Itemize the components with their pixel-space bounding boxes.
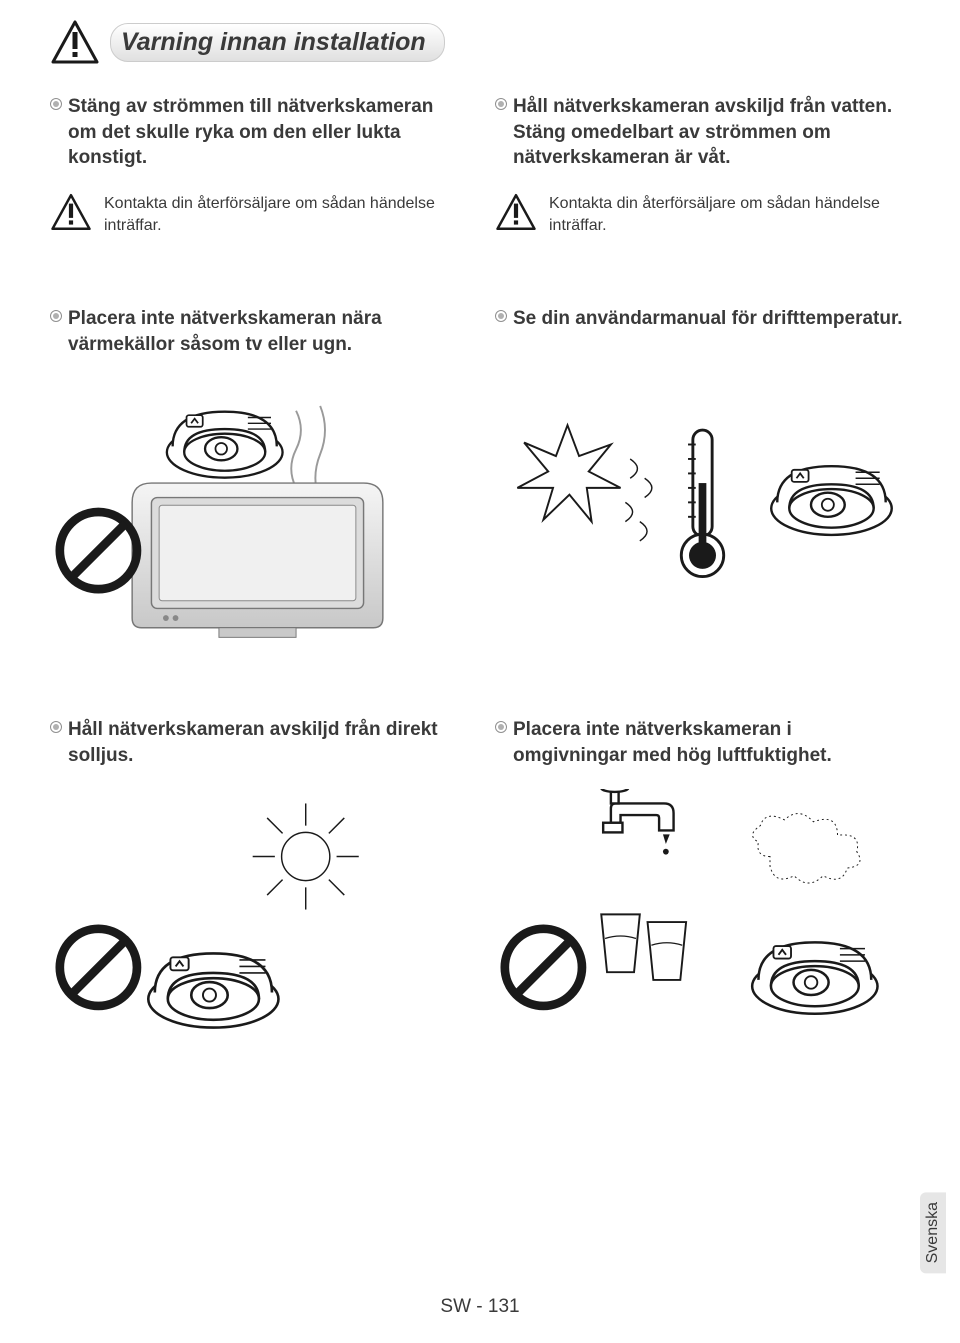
- note-text: Kontakta din återförsäljare om sådan hän…: [549, 193, 910, 236]
- warn-text: Se din användarmanual för drifttemperatu…: [513, 306, 903, 332]
- warn-item-water: Håll nätverkskameran avskiljd från vatte…: [495, 94, 910, 171]
- page-title: Varning innan installation: [110, 23, 445, 62]
- bullet-icon: [495, 98, 507, 110]
- contact-note-right: Kontakta din återförsäljare om sådan hän…: [495, 193, 910, 236]
- warning-block-heat: Placera inte nätverkskameran nära värmek…: [50, 306, 910, 647]
- illustration-tv-heat: [50, 377, 465, 647]
- page-number: SW - 131: [440, 1296, 519, 1318]
- bullet-icon: [495, 721, 507, 733]
- warn-item-smoke: Stäng av strömmen till nätverkskameran o…: [50, 94, 465, 171]
- note-text: Kontakta din återförsäljare om sådan hän…: [104, 193, 465, 236]
- illustration-humidity: [495, 789, 910, 1059]
- warning-row-1-notes: Kontakta din återförsäljare om sådan hän…: [50, 193, 910, 236]
- warning-triangle-icon: [495, 193, 537, 231]
- warn-text: Stäng av strömmen till nätverkskameran o…: [68, 94, 465, 171]
- illustration-thermometer: [495, 377, 910, 647]
- warn-text: Håll nätverkskameran avskiljd från direk…: [68, 717, 465, 768]
- warn-text: Placera inte nätverkskameran nära värmek…: [68, 306, 465, 357]
- language-tab: Svenska: [920, 1192, 946, 1273]
- bullet-icon: [50, 721, 62, 733]
- bullet-icon: [50, 98, 62, 110]
- warn-text: Håll nätverkskameran avskiljd från vatte…: [513, 94, 910, 171]
- warning-block-sun-humidity: Håll nätverkskameran avskiljd från direk…: [50, 717, 910, 1058]
- warn-item-humidity: Placera inte nätverkskameran i omgivning…: [495, 717, 910, 768]
- warning-triangle-icon: [50, 20, 100, 64]
- warn-text: Placera inte nätverkskameran i omgivning…: [513, 717, 910, 768]
- warning-triangle-icon: [50, 193, 92, 231]
- warn-item-heat: Placera inte nätverkskameran nära värmek…: [50, 306, 465, 357]
- page-header: Varning innan installation: [50, 20, 910, 64]
- warn-item-sun: Håll nätverkskameran avskiljd från direk…: [50, 717, 465, 768]
- bullet-icon: [495, 310, 507, 322]
- illustration-sunlight: [50, 789, 465, 1059]
- warning-row-1: Stäng av strömmen till nätverkskameran o…: [50, 94, 910, 171]
- warn-item-temp: Se din användarmanual för drifttemperatu…: [495, 306, 910, 357]
- contact-note-left: Kontakta din återförsäljare om sådan hän…: [50, 193, 465, 236]
- bullet-icon: [50, 310, 62, 322]
